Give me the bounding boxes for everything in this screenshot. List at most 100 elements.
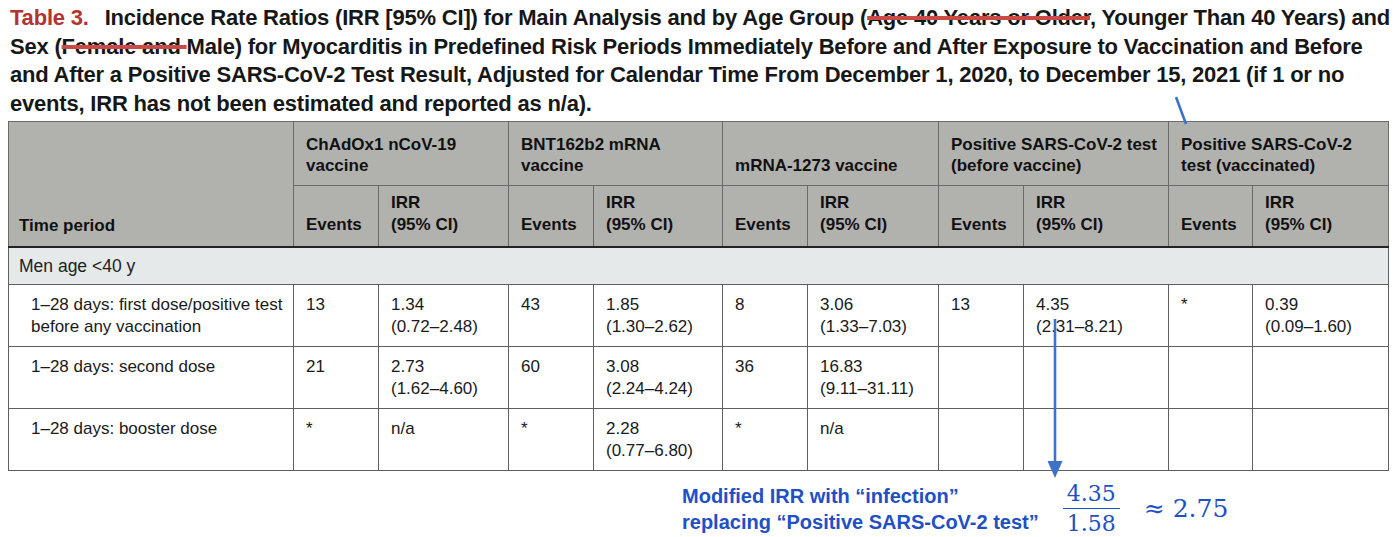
events-cell: 43 (509, 285, 594, 347)
irr-value: 0.39 (1265, 294, 1380, 316)
column-group-header: Positive SARS-CoV-2 test (before vaccine… (939, 122, 1169, 186)
irr-cell: 2.73(1.62–4.60) (379, 347, 509, 409)
fraction-denominator: 1.58 (1063, 509, 1120, 536)
irr-header-line1: IRR (1265, 192, 1380, 214)
irr-cell (1253, 409, 1389, 471)
table-header: Time period ChAdOx1 nCoV-19 vaccineBNT16… (9, 122, 1389, 247)
time-period-column-header: Time period (9, 122, 294, 247)
ci-value: (1.33–7.03) (820, 316, 930, 338)
ci-value: (2.31–8.21) (1036, 316, 1160, 338)
annotation-text: Modified IRR with “infection” replacing … (682, 483, 1039, 535)
irr-header-line2: (95% CI) (1036, 214, 1160, 236)
irr-cell: n/a (379, 409, 509, 471)
events-cell (939, 409, 1024, 471)
ci-value: (0.72–2.48) (391, 316, 500, 338)
events-cell: * (1169, 285, 1253, 347)
ci-value: (2.24–4.24) (606, 378, 714, 400)
table-row: 1–28 days: booster dose*n/a*2.28(0.77–6.… (9, 409, 1389, 471)
irr-column-header: IRR(95% CI) (808, 186, 939, 247)
irr-header-line2: (95% CI) (606, 214, 714, 236)
fraction-numerator: 4.35 (1063, 481, 1120, 509)
group-header-row: Time period ChAdOx1 nCoV-19 vaccineBNT16… (9, 122, 1389, 186)
data-table-wrap: Time period ChAdOx1 nCoV-19 vaccineBNT16… (8, 121, 1389, 471)
events-column-header: Events (294, 186, 379, 247)
irr-header-line2: (95% CI) (820, 214, 930, 236)
table-title: Table 3.Incidence Rate Ratios (IRR [95% … (10, 4, 1394, 118)
column-group-header: BNT162b2 mRNA vaccine (509, 122, 723, 186)
time-period-cell: 1–28 days: first dose/positive test befo… (9, 285, 294, 347)
column-group-header: mRNA-1273 vaccine (723, 122, 939, 186)
irr-value: 2.73 (391, 356, 500, 378)
irr-header-line2: (95% CI) (1265, 214, 1380, 236)
irr-cell: 2.28(0.77–6.80) (594, 409, 723, 471)
events-cell: 13 (294, 285, 379, 347)
irr-header-line1: IRR (820, 192, 930, 214)
annotation-line2: replacing “Positive SARS-CoV-2 test” (682, 509, 1039, 535)
ci-value: (0.09–1.60) (1265, 316, 1380, 338)
irr-header-line1: IRR (1036, 192, 1160, 214)
column-group-header: Positive SARS-CoV-2 test (vaccinated) (1169, 122, 1389, 186)
irr-cell (1024, 409, 1169, 471)
fraction-result: ≈ 2.75 (1144, 494, 1229, 523)
events-cell: * (509, 409, 594, 471)
events-cell: 36 (723, 347, 808, 409)
events-column-header: Events (509, 186, 594, 247)
irr-column-header: IRR(95% CI) (1024, 186, 1169, 247)
struck-text: Age 40 Years or Older (867, 5, 1090, 30)
irr-value: 3.08 (606, 356, 714, 378)
events-cell: 13 (939, 285, 1024, 347)
irr-column-header: IRR(95% CI) (594, 186, 723, 247)
data-table: Time period ChAdOx1 nCoV-19 vaccineBNT16… (8, 121, 1389, 471)
time-period-cell: 1–28 days: second dose (9, 347, 294, 409)
irr-cell (1253, 347, 1389, 409)
events-column-header: Events (939, 186, 1024, 247)
section-label: Men age <40 y (9, 247, 1389, 285)
table-body: Men age <40 y 1–28 days: first dose/posi… (9, 247, 1389, 471)
irr-cell: 3.08(2.24–4.24) (594, 347, 723, 409)
events-cell: * (294, 409, 379, 471)
events-cell (939, 347, 1024, 409)
time-period-cell: 1–28 days: booster dose (9, 409, 294, 471)
ci-value: (1.30–2.62) (606, 316, 714, 338)
irr-header-line2: (95% CI) (391, 214, 500, 236)
irr-cell: 1.85(1.30–2.62) (594, 285, 723, 347)
events-cell: 21 (294, 347, 379, 409)
irr-header-line1: IRR (391, 192, 500, 214)
irr-cell: 3.06(1.33–7.03) (808, 285, 939, 347)
irr-cell: n/a (808, 409, 939, 471)
irr-cell: 4.35(2.31–8.21) (1024, 285, 1169, 347)
irr-value: 3.06 (820, 294, 930, 316)
section-row: Men age <40 y (9, 247, 1389, 285)
irr-value: 2.28 (606, 418, 714, 440)
struck-text: Female and (62, 34, 187, 59)
irr-column-header: IRR(95% CI) (1253, 186, 1389, 247)
column-group-header: ChAdOx1 nCoV-19 vaccine (294, 122, 509, 186)
irr-value: 1.85 (606, 294, 714, 316)
irr-value: 4.35 (1036, 294, 1160, 316)
irr-column-header: IRR(95% CI) (379, 186, 509, 247)
table-row: 1–28 days: first dose/positive test befo… (9, 285, 1389, 347)
title-text: Male) for Myocarditis in Predefined Risk… (10, 34, 1363, 116)
irr-value: n/a (820, 418, 930, 440)
page: Table 3.Incidence Rate Ratios (IRR [95% … (0, 0, 1397, 537)
annotation-block: Modified IRR with “infection” replacing … (682, 481, 1228, 537)
table-number-label: Table 3. (10, 5, 89, 30)
fraction: 4.35 1.58 (1063, 481, 1120, 537)
table-row: 1–28 days: second dose212.73(1.62–4.60)6… (9, 347, 1389, 409)
irr-cell: 1.34(0.72–2.48) (379, 285, 509, 347)
events-column-header: Events (723, 186, 808, 247)
ci-value: (0.77–6.80) (606, 440, 714, 462)
ci-value: (9.11–31.11) (820, 378, 930, 400)
events-cell: 8 (723, 285, 808, 347)
irr-cell: 16.83(9.11–31.11) (808, 347, 939, 409)
irr-value: n/a (391, 418, 500, 440)
events-cell: * (723, 409, 808, 471)
events-cell: 60 (509, 347, 594, 409)
events-cell (1169, 347, 1253, 409)
irr-cell (1024, 347, 1169, 409)
events-column-header: Events (1169, 186, 1253, 247)
events-cell (1169, 409, 1253, 471)
irr-value: 16.83 (820, 356, 930, 378)
irr-header-line1: IRR (606, 192, 714, 214)
annotation-line1: Modified IRR with “infection” (682, 483, 1039, 509)
